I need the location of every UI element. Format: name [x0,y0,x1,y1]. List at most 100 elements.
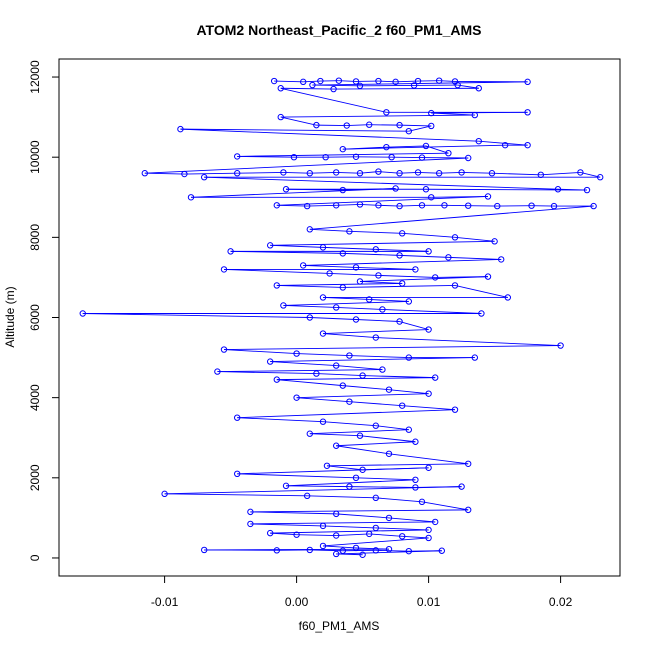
series-segment [418,171,440,174]
data-point [356,278,364,285]
data-point [339,186,346,194]
data-point [375,202,382,209]
data-point [399,533,406,540]
series-segment [230,250,343,254]
data-point [375,77,382,85]
data-point [177,125,184,133]
data-point [524,78,531,86]
data-point [366,530,373,538]
series-segment [144,172,185,175]
data-point [339,284,346,291]
data-point [422,142,430,150]
data-point [432,518,439,526]
series-segment [286,485,350,488]
data-point [412,438,419,445]
series-segment [402,535,429,539]
data-point [418,154,426,161]
data-point [323,462,331,469]
data-point [383,143,390,151]
data-point [306,546,313,554]
series-segment [448,256,502,260]
data-point [356,432,364,439]
series-segment [369,533,403,537]
series-segment [342,385,390,391]
data-point [352,544,360,552]
data-point [396,170,403,177]
series-segment [286,188,343,191]
y-axis-label: Altitude (m) [3,286,17,347]
data-point [352,474,360,482]
data-point [385,514,393,522]
series-segment [408,125,432,132]
data-point [428,122,435,130]
data-point [234,170,241,177]
series-segment [378,171,400,174]
data-point [432,274,439,281]
data-point [247,520,254,528]
data-point [343,122,350,129]
data-point [313,370,320,377]
data-point [300,78,307,86]
series-segment [375,527,429,531]
data-point [491,238,498,245]
data-point [293,394,300,401]
data-point [319,542,327,550]
series-segment [399,254,449,258]
series-segment [322,537,429,547]
data-point [352,78,360,85]
series-segment [378,274,436,278]
series-segment [386,145,426,148]
data-point [293,531,300,538]
y-tick-label: 6000 [28,304,42,331]
data-point [465,460,472,467]
series-segment [336,445,390,455]
series-segment [322,297,370,300]
series-segment [431,111,528,114]
data-point [451,406,459,413]
data-point [438,547,445,554]
data-point [425,390,432,397]
series-segment [336,553,363,556]
series-segment [388,389,429,395]
data-point [412,476,419,484]
data-point [273,282,280,289]
data-point [352,153,360,160]
series-segment [204,176,558,190]
data-point [399,230,406,237]
series-segment [280,116,317,126]
series-segment [250,521,436,525]
data-point [396,121,403,129]
series-segment [402,232,456,238]
series-segment [270,240,495,246]
y-tick-label: 0 [28,554,42,561]
data-point [597,174,604,181]
data-point [432,374,439,381]
data-point [524,109,531,116]
series-segment [180,128,479,142]
series-segment [329,272,379,276]
series-segment [309,429,409,435]
data-point [372,422,379,429]
data-point [306,170,313,177]
data-point [372,494,379,502]
data-point [501,141,509,149]
y-axis: 0 2000 4000 6000 8000 10000 12000 [28,60,59,561]
data-point [498,256,505,263]
series-segment [580,171,601,178]
data-point [306,226,313,233]
series-segment [378,204,400,207]
series-segment [402,405,456,411]
series-segment [375,425,409,431]
data-point [356,201,364,208]
series-segment [217,369,383,373]
data-point [557,342,564,349]
series-segment [322,329,429,334]
data-point [267,529,274,537]
data-point [475,137,482,145]
y-tick-label: 8000 [28,224,42,251]
data-point [458,169,465,176]
data-point [451,234,459,241]
data-point [319,522,327,530]
data-point [385,450,393,457]
series-segment [296,393,429,399]
